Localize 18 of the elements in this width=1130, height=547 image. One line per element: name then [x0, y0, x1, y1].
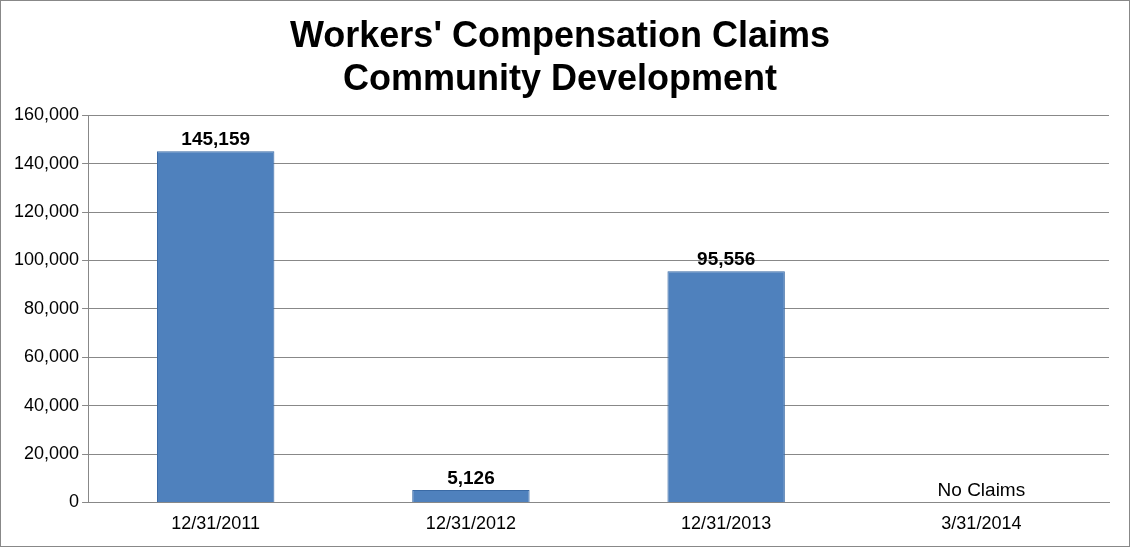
y-tick-label: 80,000 — [24, 297, 80, 318]
x-tick-label: 3/31/2014 — [941, 513, 1022, 534]
y-tick-label: 100,000 — [13, 249, 80, 270]
x-tick-label: 12/31/2013 — [681, 513, 772, 534]
x-tick-label: 12/31/2012 — [425, 513, 516, 534]
y-tick-label: 160,000 — [13, 104, 80, 125]
data-label: No Claims — [937, 479, 1026, 501]
data-label: 95,556 — [697, 248, 756, 270]
y-tick-label: 60,000 — [24, 346, 80, 367]
data-label: 5,126 — [447, 466, 495, 488]
chart-title: Workers' Compensation Claims Community Development — [289, 13, 831, 98]
y-tick-label: 0 — [69, 491, 80, 512]
x-tick-label: 12/31/2011 — [171, 513, 261, 534]
y-tick-label: 140,000 — [13, 152, 80, 173]
data-label: 145,159 — [181, 128, 251, 150]
y-tick-label: 40,000 — [24, 394, 80, 415]
y-tick-label: 20,000 — [24, 442, 80, 463]
y-tick-label: 120,000 — [13, 201, 80, 222]
